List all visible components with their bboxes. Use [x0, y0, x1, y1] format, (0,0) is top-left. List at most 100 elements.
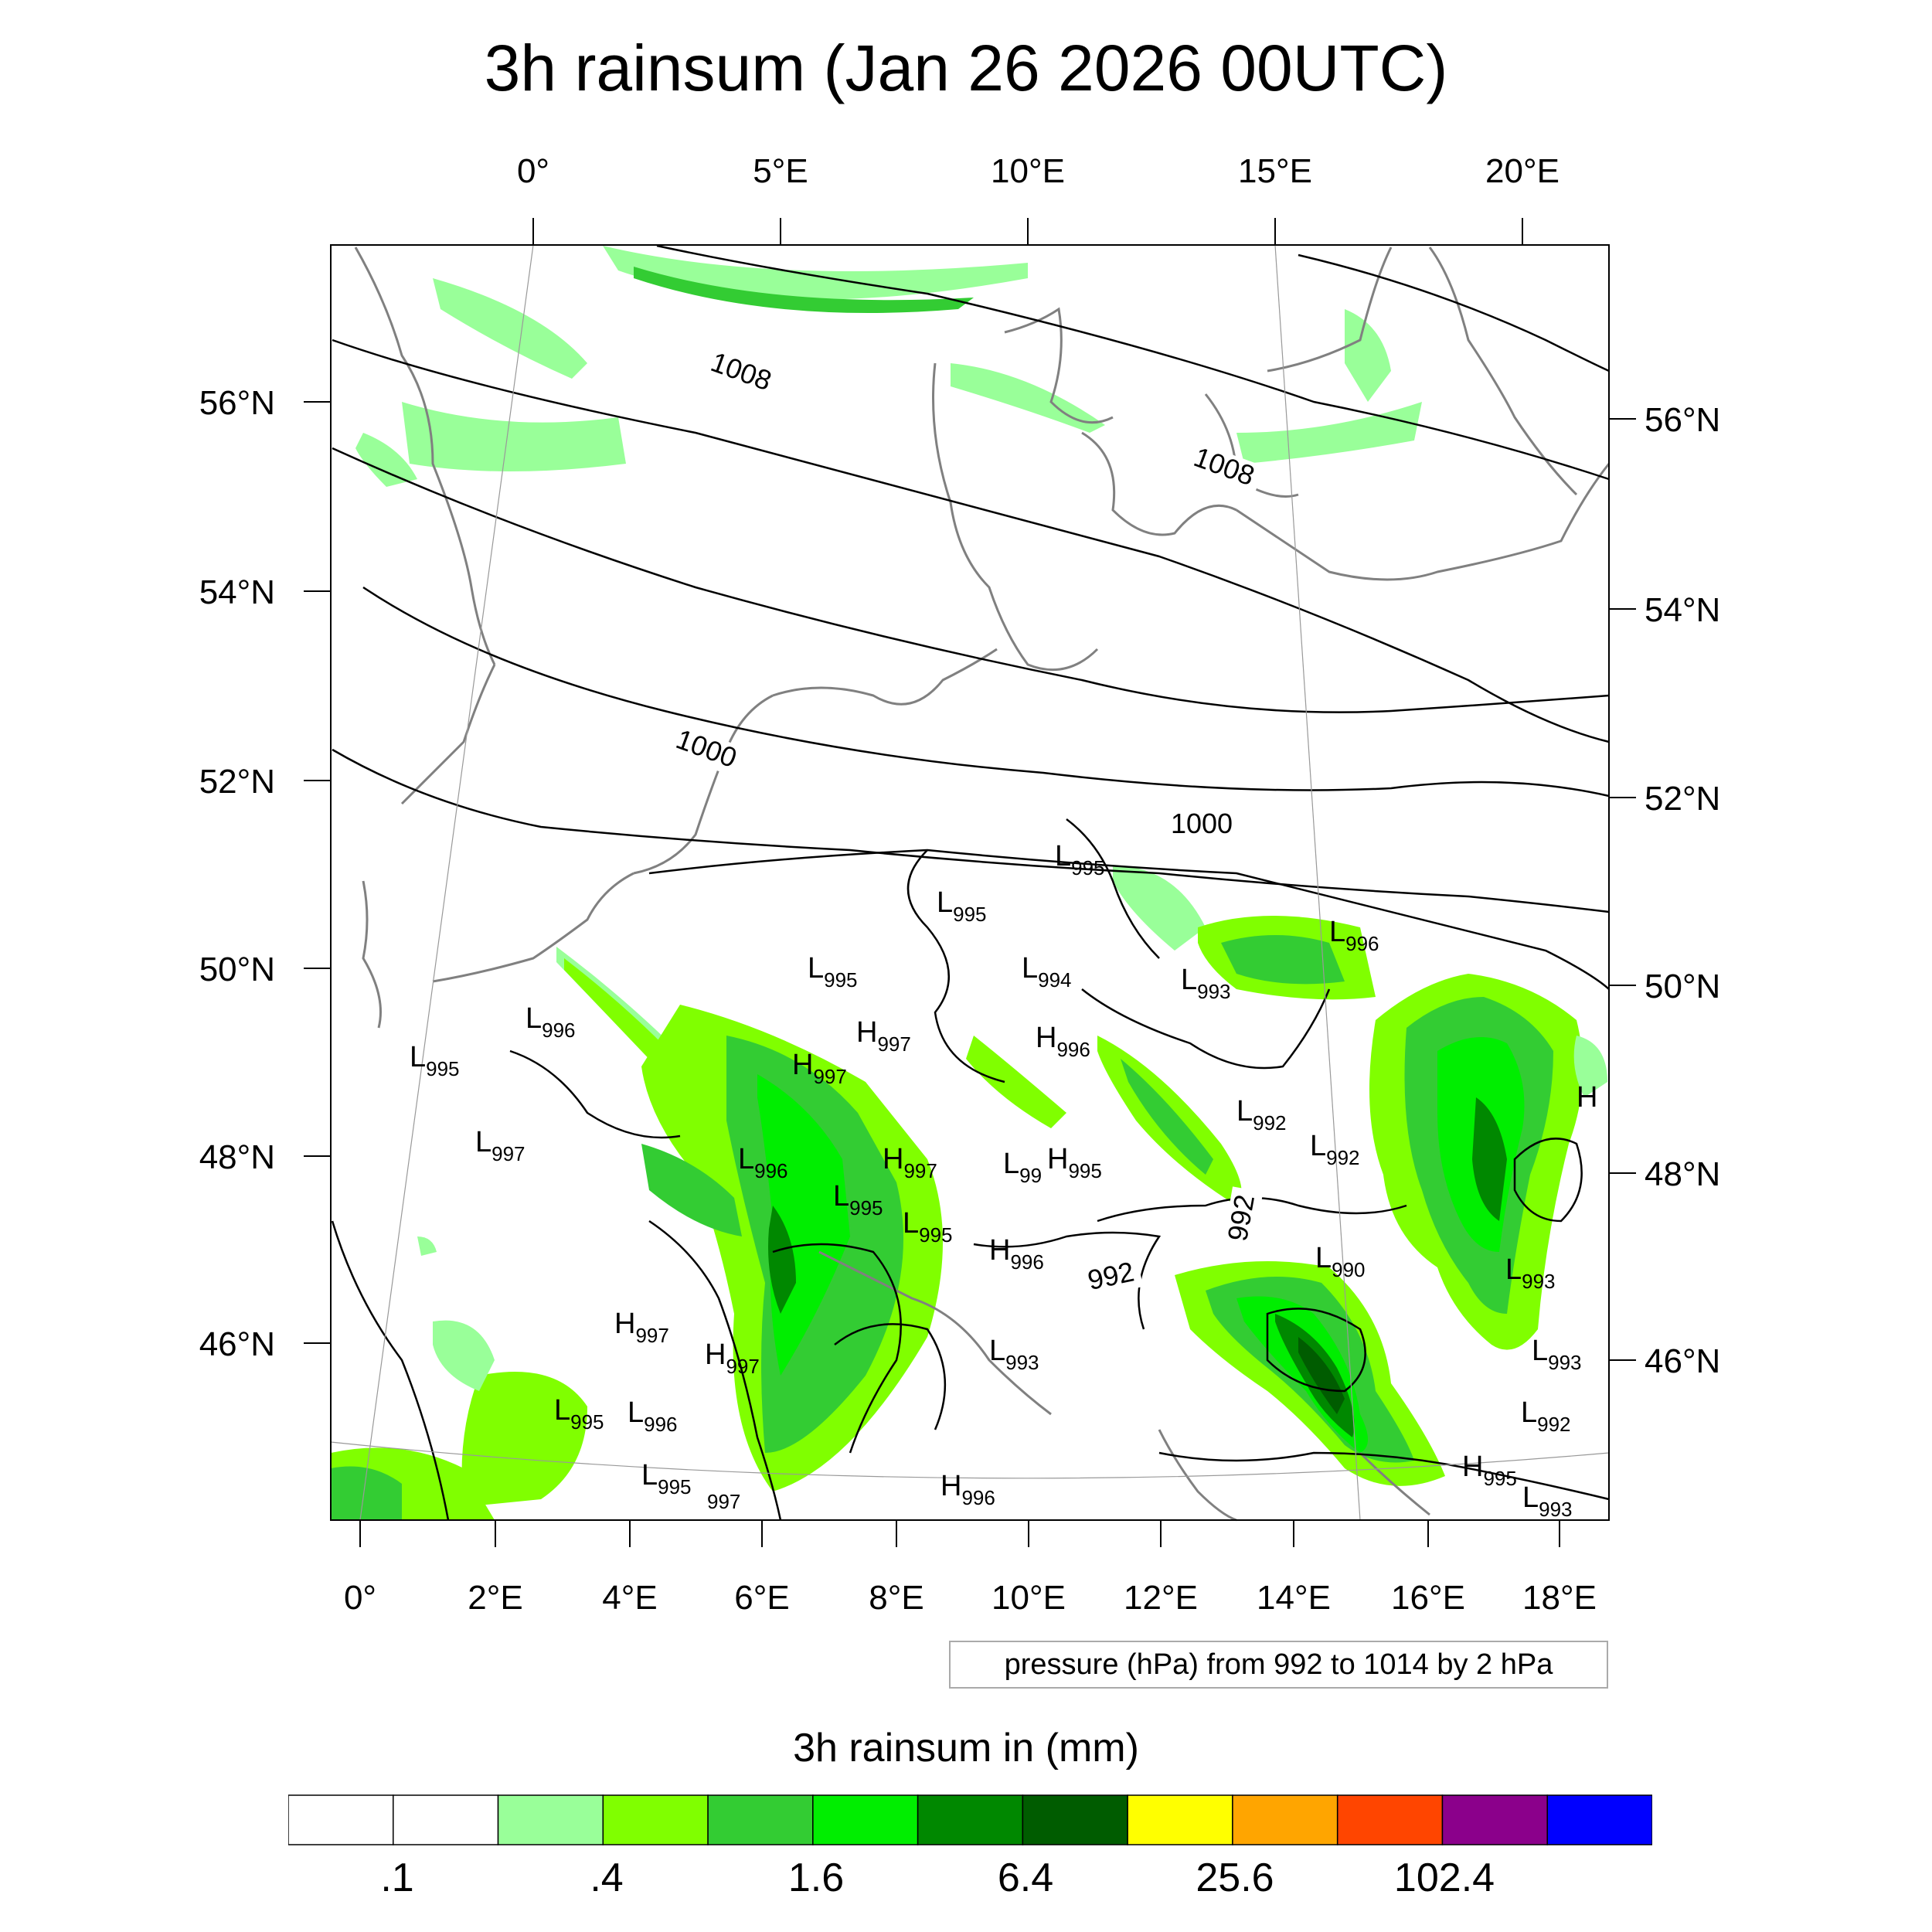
svg-text:L992: L992: [1310, 1130, 1360, 1169]
svg-text:L996: L996: [526, 1002, 576, 1042]
map-title: 3h rainsum (Jan 26 2026 00UTC): [484, 32, 1448, 104]
pressure-info-box: pressure (hPa) from 992 to 1014 by 2 hPa: [949, 1641, 1608, 1689]
precip-area: [768, 1206, 796, 1314]
bottom-lon-label: 16°E: [1391, 1579, 1465, 1617]
bottom-lon-label: 12°E: [1124, 1579, 1198, 1617]
left-lat-label: 52°N: [199, 763, 275, 801]
svg-text:H995: H995: [1462, 1451, 1517, 1490]
coastline: [1158, 1429, 1237, 1522]
precip-area: [1221, 935, 1345, 985]
precip-area: [461, 1372, 587, 1507]
svg-text:L995: L995: [833, 1180, 883, 1219]
right-lat-label: 46°N: [1645, 1342, 1720, 1380]
right-lat-label: 50°N: [1645, 968, 1720, 1005]
pressure-center-label: L993: [1181, 964, 1231, 1003]
top-lon-label: 0°: [517, 152, 549, 190]
svg-text:L99: L99: [1003, 1148, 1042, 1187]
precip-area: [355, 433, 417, 487]
colorbar-title: 3h rainsum in (mm): [793, 1726, 1139, 1770]
svg-text:H996: H996: [989, 1234, 1044, 1274]
svg-text:L995: L995: [554, 1394, 604, 1434]
svg-text:L995: L995: [641, 1459, 692, 1498]
colorbar-swatch: [812, 1794, 919, 1845]
colorbar-swatch: [1336, 1794, 1444, 1845]
svg-text:997: 997: [707, 1490, 740, 1513]
colorbar-swatch: [1441, 1794, 1548, 1845]
svg-text:L996: L996: [1329, 916, 1379, 955]
pressure-center-label: H996: [1036, 1022, 1090, 1061]
pressure-center-label: L990: [1315, 1242, 1366, 1281]
map-frame: [330, 244, 1610, 1521]
meridian-0: [359, 244, 534, 1521]
left-lat-label: 54°N: [199, 573, 275, 611]
svg-text:H995: H995: [1047, 1143, 1102, 1182]
precip-area: [1345, 309, 1391, 402]
svg-text:L990: L990: [1315, 1242, 1366, 1281]
isobar: [656, 244, 1610, 481]
precip-area: [402, 402, 626, 471]
coastline: [354, 247, 496, 665]
pressure-center-label: L99: [1003, 1148, 1042, 1187]
svg-text:H997: H997: [614, 1308, 669, 1347]
axis-ticks: [304, 218, 1636, 1547]
isobar: [648, 849, 1610, 990]
svg-text:L994: L994: [1022, 952, 1072, 992]
precip-area: [433, 1320, 495, 1391]
pressure-center-label: H997: [883, 1143, 937, 1182]
precip-area: [966, 1036, 1066, 1128]
axis-labels: 0° 5°E 10°E 15°E 20°E 0° 2°E 4°E 6°E 8°E 10°E 12°E 1…: [199, 152, 1721, 1617]
pressure-center-label: H997: [792, 1049, 847, 1088]
precip-area: [1236, 402, 1422, 464]
svg-text:1000: 1000: [1171, 808, 1233, 839]
isobar-layer: [331, 244, 1610, 1521]
left-lat-label: 46°N: [199, 1325, 275, 1363]
precip-area: [331, 1466, 402, 1520]
isobar: [1066, 818, 1160, 959]
svg-text:L995: L995: [410, 1041, 460, 1080]
bottom-lon-label: 10°E: [992, 1579, 1066, 1617]
colorbar-swatch: [1022, 1794, 1128, 1845]
pressure-center-label: L995: [808, 952, 858, 992]
pressure-center-label: H996: [940, 1470, 995, 1509]
precip-area: [641, 1144, 742, 1236]
pressure-center-label: L993: [1532, 1335, 1582, 1374]
isobar: [772, 1243, 902, 1454]
precip-area: [1298, 1337, 1345, 1414]
pressure-center-label: H997: [705, 1338, 760, 1378]
precip-area: [1573, 1036, 1607, 1097]
coastline: [932, 362, 1099, 672]
svg-text:H997: H997: [792, 1049, 847, 1088]
isobar: [332, 338, 1610, 743]
svg-text:H996: H996: [940, 1470, 995, 1509]
pressure-center-label: L995: [641, 1459, 692, 1498]
svg-text:L995: L995: [1055, 840, 1105, 879]
isobar: [509, 1049, 681, 1139]
svg-text:L996: L996: [738, 1143, 788, 1182]
pressure-center-label: H997: [856, 1016, 911, 1056]
top-lon-label: 10°E: [991, 152, 1065, 190]
top-lon-label: 15°E: [1238, 152, 1312, 190]
right-lat-label: 54°N: [1645, 591, 1720, 629]
svg-text:L993: L993: [1522, 1481, 1573, 1521]
svg-text:L995: L995: [808, 952, 858, 992]
colorbar: [288, 1794, 1652, 1845]
isobar: [1298, 253, 1610, 372]
top-lon-label: 5°E: [753, 152, 808, 190]
coastline: [1359, 1451, 1430, 1516]
pressure-center-label: L995: [903, 1207, 953, 1247]
bottom-lon-label: 4°E: [602, 1579, 657, 1617]
isobar: [906, 849, 1005, 1083]
svg-text:L993: L993: [1532, 1335, 1582, 1374]
bottom-lon-label: 6°E: [734, 1579, 789, 1617]
colorbar-swatch: [602, 1794, 709, 1845]
right-lat-label: 52°N: [1645, 780, 1720, 818]
svg-text:L995: L995: [903, 1207, 953, 1247]
isobar: [331, 1220, 450, 1521]
left-lat-label: 50°N: [199, 951, 275, 988]
pressure-center-label: L995: [937, 886, 987, 926]
pressure-center-label: H995: [1047, 1143, 1102, 1182]
isobar: [1081, 988, 1331, 1070]
coastline: [432, 872, 634, 983]
pressure-center-label: H995: [1462, 1451, 1517, 1490]
colorbar-label: 1.6: [787, 1855, 845, 1900]
